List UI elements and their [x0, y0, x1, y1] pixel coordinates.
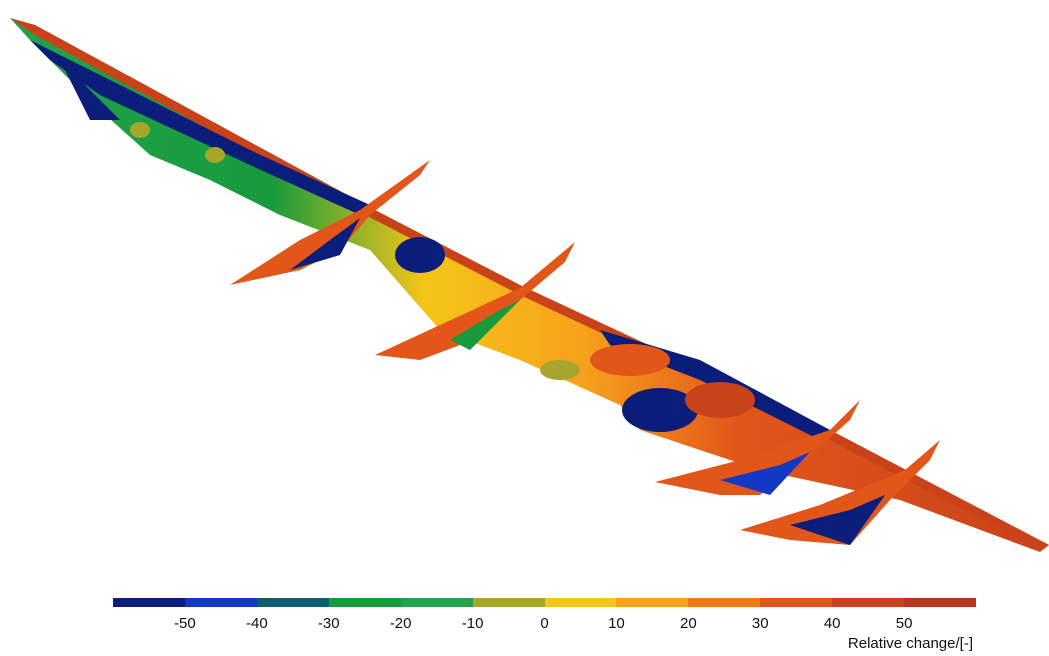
- colorbar-tick-label: 50: [895, 615, 913, 632]
- colorbar-tick-label: -50: [174, 615, 196, 632]
- colorbar-tick-label: -40: [245, 615, 268, 632]
- colorbar-tick-label: -10: [461, 615, 484, 632]
- colorbar-segment: [256, 598, 330, 607]
- colorbar-tick-label: 10: [608, 615, 625, 632]
- colorbar: -50 -40 -30 -20 -10 0 10 20 30 40 50 Relative chan…: [0, 575, 1049, 656]
- colorbar-segment: [688, 598, 761, 607]
- colorbar-tick-label: -20: [389, 615, 412, 632]
- colorbar-segment: [472, 598, 545, 607]
- cross-section-2: [375, 242, 575, 360]
- colorbar-tick-label: 30: [751, 615, 769, 632]
- colorbar-segment: [328, 598, 402, 607]
- colorbar-segment: [113, 598, 186, 607]
- main-section: [10, 18, 1049, 552]
- colorbar-tick-label: -30: [317, 615, 340, 632]
- colorbar-tick-label: 0: [540, 615, 549, 632]
- colorbar-segment: [760, 598, 833, 607]
- colorbar-tick-label: 40: [823, 615, 841, 632]
- colorbar-segment: [832, 598, 905, 607]
- colorbar-segment: [904, 598, 977, 607]
- resistivity-3d-sections: [10, 18, 1049, 552]
- cross-section-1: [230, 160, 430, 285]
- colorbar-segment: [544, 598, 617, 607]
- cross-section-3: [655, 400, 860, 495]
- colorbar-tick-label: 20: [679, 615, 697, 632]
- cross-section-4: [740, 440, 940, 545]
- colorbar-segment: [184, 598, 258, 607]
- colorbar-segment: [616, 598, 689, 607]
- colorbar-segment: [400, 598, 474, 607]
- colorbar-title: Relative change/[-]: [847, 635, 973, 652]
